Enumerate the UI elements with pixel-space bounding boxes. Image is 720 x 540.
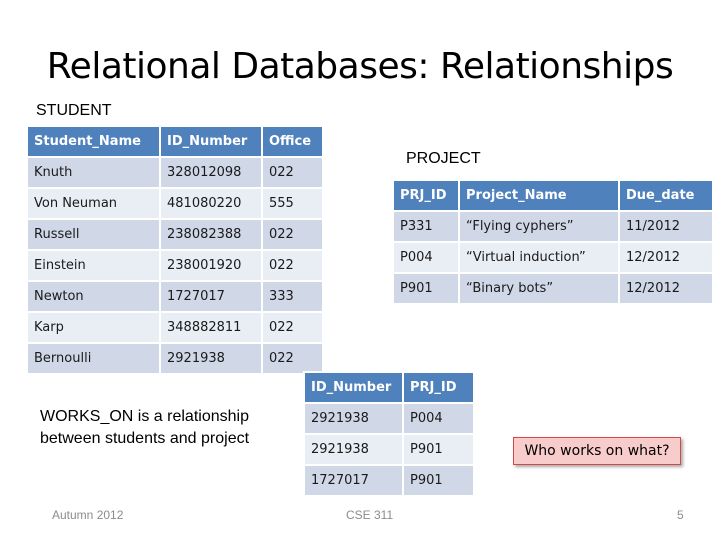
table-cell: 022 (261, 311, 324, 344)
table-cell: P901 (392, 272, 460, 305)
project-table: PRJ_ID Project_Name Due_date P331 “Flyin… (392, 179, 714, 305)
works-on-table: ID_Number PRJ_ID 2921938 P004 2921938 P9… (303, 371, 475, 497)
table-header-row: PRJ_ID Project_Name Due_date (392, 179, 714, 212)
relationship-note: WORKS_ON is a relationship between stude… (40, 406, 249, 450)
table-cell: “Flying cyphers” (458, 210, 620, 243)
table-row: Karp 348882811 022 (26, 311, 324, 344)
table-cell: 238001920 (159, 249, 263, 282)
table-cell: P004 (402, 402, 475, 435)
table-cell: 022 (261, 249, 324, 282)
table-cell: 2921938 (303, 402, 404, 435)
table-cell: “Virtual induction” (458, 241, 620, 274)
slide-title: Relational Databases: Relationships (46, 46, 674, 87)
table-cell: P004 (392, 241, 460, 274)
table-row: 1727017 P901 (303, 464, 475, 497)
table-cell: 2921938 (303, 433, 404, 466)
table-cell: 481080220 (159, 187, 263, 220)
table-row: P004 “Virtual induction” 12/2012 (392, 241, 714, 274)
table-row: Bernoulli 2921938 022 (26, 342, 324, 375)
table-row: P331 “Flying cyphers” 11/2012 (392, 210, 714, 243)
table-cell: Karp (26, 311, 161, 344)
project-label: PROJECT (406, 150, 481, 167)
table-cell: P901 (402, 464, 475, 497)
footer-course: CSE 311 (346, 508, 394, 522)
note-line: WORKS_ON is a relationship (40, 408, 249, 425)
table-cell: Newton (26, 280, 161, 313)
footer-page-number: 5 (677, 508, 684, 522)
column-header: ID_Number (303, 371, 404, 404)
note-line: between students and project (40, 430, 250, 447)
table-cell: Von Neuman (26, 187, 161, 220)
table-row: P901 “Binary bots” 12/2012 (392, 272, 714, 305)
table-cell: 12/2012 (618, 272, 714, 305)
column-header: PRJ_ID (392, 179, 460, 212)
footer-date: Autumn 2012 (52, 508, 124, 522)
table-cell: Knuth (26, 156, 161, 189)
table-cell: P901 (402, 433, 475, 466)
table-cell: 333 (261, 280, 324, 313)
table-cell: 1727017 (303, 464, 404, 497)
table-cell: 238082388 (159, 218, 263, 251)
table-cell: Bernoulli (26, 342, 161, 375)
table-cell: 348882811 (159, 311, 263, 344)
table-row: Von Neuman 481080220 555 (26, 187, 324, 220)
table-header-row: Student_Name ID_Number Office (26, 125, 324, 158)
table-row: Newton 1727017 333 (26, 280, 324, 313)
table-cell: Einstein (26, 249, 161, 282)
table-cell: P331 (392, 210, 460, 243)
table-cell: 555 (261, 187, 324, 220)
column-header: Student_Name (26, 125, 161, 158)
table-cell: 328012098 (159, 156, 263, 189)
table-cell: 11/2012 (618, 210, 714, 243)
table-row: 2921938 P004 (303, 402, 475, 435)
table-row: Russell 238082388 022 (26, 218, 324, 251)
table-cell: Russell (26, 218, 161, 251)
column-header: PRJ_ID (402, 371, 475, 404)
table-row: Einstein 238001920 022 (26, 249, 324, 282)
column-header: Office (261, 125, 324, 158)
column-header: Project_Name (458, 179, 620, 212)
table-cell: 1727017 (159, 280, 263, 313)
table-cell: 022 (261, 342, 324, 375)
table-header-row: ID_Number PRJ_ID (303, 371, 475, 404)
student-table: Student_Name ID_Number Office Knuth 3280… (26, 125, 324, 375)
table-cell: “Binary bots” (458, 272, 620, 305)
column-header: Due_date (618, 179, 714, 212)
student-label: STUDENT (36, 102, 112, 119)
table-row: Knuth 328012098 022 (26, 156, 324, 189)
table-row: 2921938 P901 (303, 433, 475, 466)
table-cell: 2921938 (159, 342, 263, 375)
column-header: ID_Number (159, 125, 263, 158)
table-cell: 022 (261, 156, 324, 189)
table-cell: 022 (261, 218, 324, 251)
table-cell: 12/2012 (618, 241, 714, 274)
callout-box: Who works on what? (513, 437, 681, 465)
